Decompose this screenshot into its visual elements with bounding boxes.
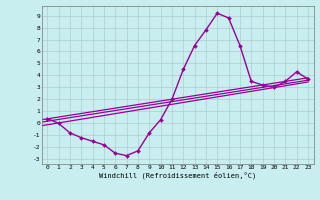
X-axis label: Windchill (Refroidissement éolien,°C): Windchill (Refroidissement éolien,°C) (99, 172, 256, 179)
